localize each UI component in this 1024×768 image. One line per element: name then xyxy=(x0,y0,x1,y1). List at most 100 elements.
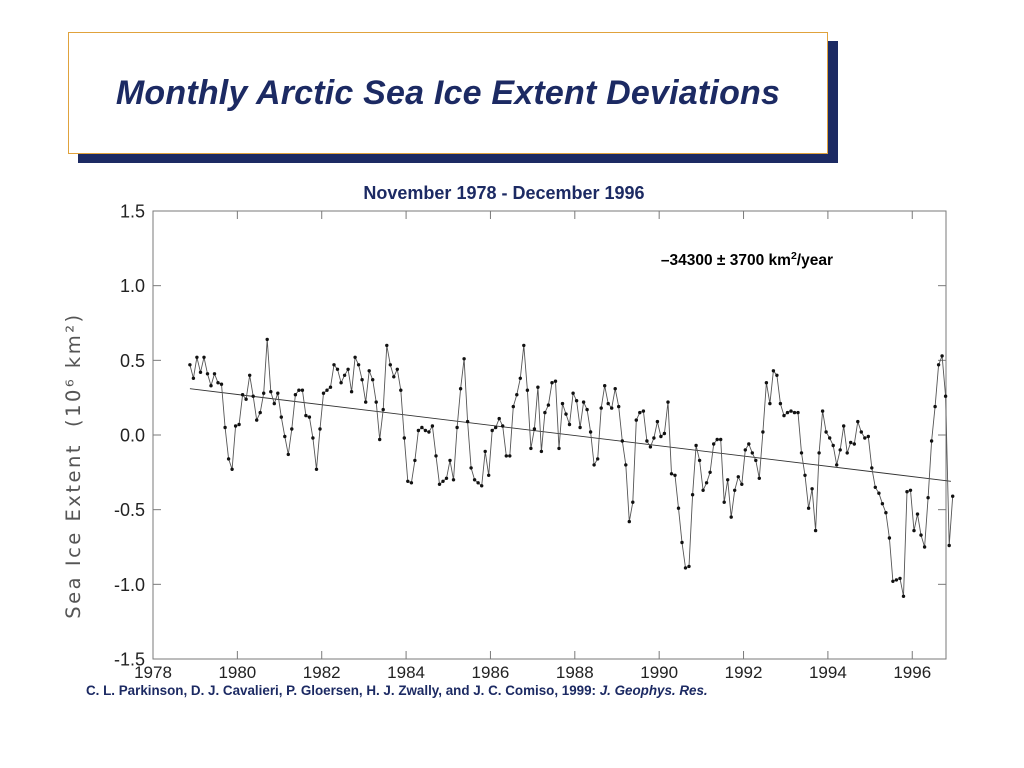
data-point xyxy=(276,391,280,395)
data-point xyxy=(269,390,273,394)
data-point xyxy=(908,488,913,492)
data-point xyxy=(314,467,319,471)
data-point xyxy=(690,493,695,497)
data-point xyxy=(877,491,881,495)
data-point xyxy=(251,394,255,398)
data-point xyxy=(581,400,586,404)
data-point xyxy=(680,540,684,545)
data-point xyxy=(427,430,431,434)
data-point xyxy=(624,463,628,467)
data-point xyxy=(852,442,856,446)
data-point xyxy=(708,470,712,474)
x-tick-label: 1986 xyxy=(472,663,510,682)
y-tick-label: -0.5 xyxy=(114,500,145,520)
data-point xyxy=(919,533,923,537)
data-point xyxy=(522,343,526,348)
data-point xyxy=(353,355,357,359)
data-point xyxy=(655,419,660,424)
trend-annotation-sup: 2 xyxy=(791,250,797,262)
citation-authors: C. L. Parkinson, D. J. Cavalieri, P. Glo… xyxy=(86,683,600,698)
data-point xyxy=(870,466,874,470)
data-point xyxy=(465,419,470,424)
data-point xyxy=(929,439,934,443)
data-point xyxy=(901,594,906,598)
data-point xyxy=(824,430,828,434)
data-point xyxy=(740,482,744,486)
data-point xyxy=(603,384,607,388)
data-point xyxy=(813,528,818,533)
data-point xyxy=(381,407,385,412)
data-point xyxy=(223,425,227,430)
data-point xyxy=(448,458,452,463)
trend-annotation-prefix: –34300 ± 3700 km xyxy=(661,252,791,269)
data-point xyxy=(226,457,231,461)
data-point xyxy=(286,452,290,457)
data-point xyxy=(806,506,811,510)
trend-line xyxy=(189,388,951,482)
data-point xyxy=(652,436,656,440)
y-tick-label: -1.0 xyxy=(114,575,145,595)
data-point xyxy=(356,363,361,367)
data-point xyxy=(835,463,839,467)
data-point xyxy=(729,515,733,519)
data-point xyxy=(627,519,631,524)
data-point xyxy=(842,424,846,428)
data-point xyxy=(782,413,786,418)
data-point xyxy=(339,381,343,385)
data-point xyxy=(606,401,610,406)
data-point xyxy=(272,401,276,406)
data-point xyxy=(887,536,892,540)
data-point xyxy=(736,475,740,479)
data-point xyxy=(202,355,206,359)
data-point xyxy=(761,430,765,434)
data-point xyxy=(553,379,558,383)
data-point xyxy=(198,370,203,374)
data-point xyxy=(248,373,252,377)
data-point xyxy=(789,409,793,413)
y-tick-label: 1.5 xyxy=(120,202,145,222)
x-tick-label: 1978 xyxy=(134,663,172,682)
data-point xyxy=(342,373,347,377)
data-point xyxy=(546,403,551,407)
data-point xyxy=(894,578,899,582)
data-point xyxy=(617,404,621,409)
data-point xyxy=(694,443,698,448)
x-tick-label: 1990 xyxy=(640,663,678,682)
x-tick-label: 1984 xyxy=(387,663,425,682)
plot-frame xyxy=(152,210,947,660)
data-point xyxy=(297,388,301,392)
data-point xyxy=(328,385,333,389)
data-point xyxy=(873,485,877,489)
data-point xyxy=(610,406,614,410)
data-point xyxy=(866,434,870,439)
data-point xyxy=(715,437,719,442)
data-point xyxy=(487,473,491,477)
data-point xyxy=(469,466,473,470)
data-point xyxy=(712,442,716,446)
data-point xyxy=(529,446,533,451)
data-point xyxy=(335,367,340,371)
data-point xyxy=(933,404,937,409)
data-point xyxy=(722,500,726,504)
data-point xyxy=(472,478,477,482)
chart-subtitle: November 1978 - December 1996 xyxy=(363,183,645,203)
data-point xyxy=(349,390,354,394)
data-point xyxy=(733,488,737,492)
data-point xyxy=(943,394,948,398)
data-point xyxy=(669,472,674,476)
title-box: Monthly Arctic Sea Ice Extent Deviations xyxy=(68,32,828,154)
data-point xyxy=(233,424,238,428)
x-tick-label: 1996 xyxy=(893,663,931,682)
citation-journal: J. Geophys. Res. xyxy=(599,683,708,698)
data-point xyxy=(719,437,723,442)
data-point xyxy=(476,481,480,485)
data-point xyxy=(828,436,832,440)
data-point xyxy=(662,431,667,436)
data-point xyxy=(778,401,783,406)
data-point xyxy=(817,451,821,455)
data-point xyxy=(592,463,596,467)
data-point xyxy=(399,388,403,392)
data-point xyxy=(951,494,955,498)
data-point xyxy=(293,393,298,397)
